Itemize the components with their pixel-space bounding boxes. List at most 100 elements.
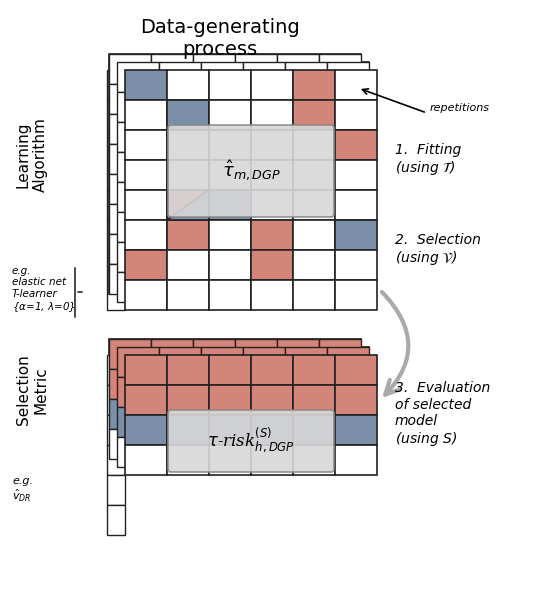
Bar xyxy=(235,84,277,114)
Bar xyxy=(319,54,361,84)
Bar xyxy=(117,62,369,302)
Bar xyxy=(201,437,243,467)
Bar xyxy=(107,130,125,160)
Bar xyxy=(327,62,369,92)
Bar xyxy=(327,347,369,377)
Bar xyxy=(109,84,151,114)
Bar xyxy=(151,174,193,204)
Bar xyxy=(335,280,377,310)
Bar xyxy=(125,160,167,190)
Bar xyxy=(335,190,377,220)
Bar xyxy=(285,437,327,467)
Bar xyxy=(243,407,285,437)
Bar xyxy=(277,174,319,204)
FancyBboxPatch shape xyxy=(168,410,334,472)
Bar xyxy=(251,70,293,100)
Bar xyxy=(167,130,209,160)
Text: $\tau$-risk$^{(S)}_{h,DGP}$: $\tau$-risk$^{(S)}_{h,DGP}$ xyxy=(207,427,295,455)
Bar xyxy=(117,347,159,377)
Bar xyxy=(151,234,193,264)
Bar xyxy=(167,160,209,190)
Bar xyxy=(209,70,251,100)
Bar xyxy=(107,505,125,535)
Bar xyxy=(335,250,377,280)
Text: Data-generating
process: Data-generating process xyxy=(140,18,300,59)
Bar xyxy=(285,62,327,92)
Bar xyxy=(107,280,125,310)
Bar xyxy=(159,437,201,467)
Bar xyxy=(327,122,369,152)
Bar xyxy=(243,437,285,467)
Bar xyxy=(327,437,369,467)
Bar xyxy=(209,445,251,475)
Bar xyxy=(107,220,125,250)
Bar xyxy=(251,445,293,475)
Bar xyxy=(167,220,209,250)
Bar xyxy=(151,339,193,369)
Text: Learning
Algorithm: Learning Algorithm xyxy=(16,118,48,193)
Bar xyxy=(235,144,277,174)
Bar xyxy=(327,182,369,212)
Bar xyxy=(209,280,251,310)
Bar xyxy=(319,144,361,174)
Bar xyxy=(159,377,201,407)
Bar xyxy=(109,339,151,369)
Bar xyxy=(293,355,335,385)
Bar xyxy=(285,182,327,212)
Bar xyxy=(285,122,327,152)
Bar xyxy=(335,70,377,100)
Bar xyxy=(193,369,235,399)
Bar xyxy=(209,190,251,220)
Bar xyxy=(193,144,235,174)
Bar xyxy=(107,445,125,475)
Bar xyxy=(167,445,209,475)
Bar xyxy=(193,234,235,264)
Bar xyxy=(167,415,209,445)
Bar xyxy=(109,399,151,429)
Bar xyxy=(335,130,377,160)
Bar xyxy=(109,144,151,174)
Bar xyxy=(235,204,277,234)
Bar xyxy=(159,212,201,242)
Bar xyxy=(193,114,235,144)
Bar xyxy=(107,385,125,415)
Bar xyxy=(109,54,361,294)
Bar xyxy=(117,122,159,152)
Bar xyxy=(293,280,335,310)
Bar xyxy=(167,100,209,130)
Bar xyxy=(159,122,201,152)
Text: 2.  Selection
(using $\mathcal{V}$): 2. Selection (using $\mathcal{V}$) xyxy=(395,233,481,267)
Bar xyxy=(319,399,361,429)
Bar xyxy=(251,100,293,130)
Bar xyxy=(151,114,193,144)
Bar xyxy=(277,339,319,369)
Bar xyxy=(327,212,369,242)
Bar xyxy=(193,429,235,459)
Bar xyxy=(235,399,277,429)
Bar xyxy=(251,415,293,445)
Bar xyxy=(285,272,327,302)
Bar xyxy=(167,355,209,385)
Bar xyxy=(201,347,243,377)
Bar xyxy=(277,54,319,84)
Bar xyxy=(327,242,369,272)
Bar xyxy=(209,160,251,190)
Bar xyxy=(151,84,193,114)
Bar xyxy=(293,415,335,445)
Bar xyxy=(243,212,285,242)
Bar xyxy=(193,399,235,429)
Polygon shape xyxy=(167,190,209,220)
Bar xyxy=(125,445,167,475)
Bar xyxy=(319,84,361,114)
Bar xyxy=(235,429,277,459)
Bar xyxy=(209,355,251,385)
Bar xyxy=(201,152,243,182)
Bar xyxy=(125,355,167,385)
Bar xyxy=(167,70,209,100)
Bar xyxy=(319,174,361,204)
Bar xyxy=(167,250,209,280)
Bar xyxy=(201,407,243,437)
Bar xyxy=(201,377,243,407)
Bar xyxy=(151,369,193,399)
Bar xyxy=(235,339,277,369)
